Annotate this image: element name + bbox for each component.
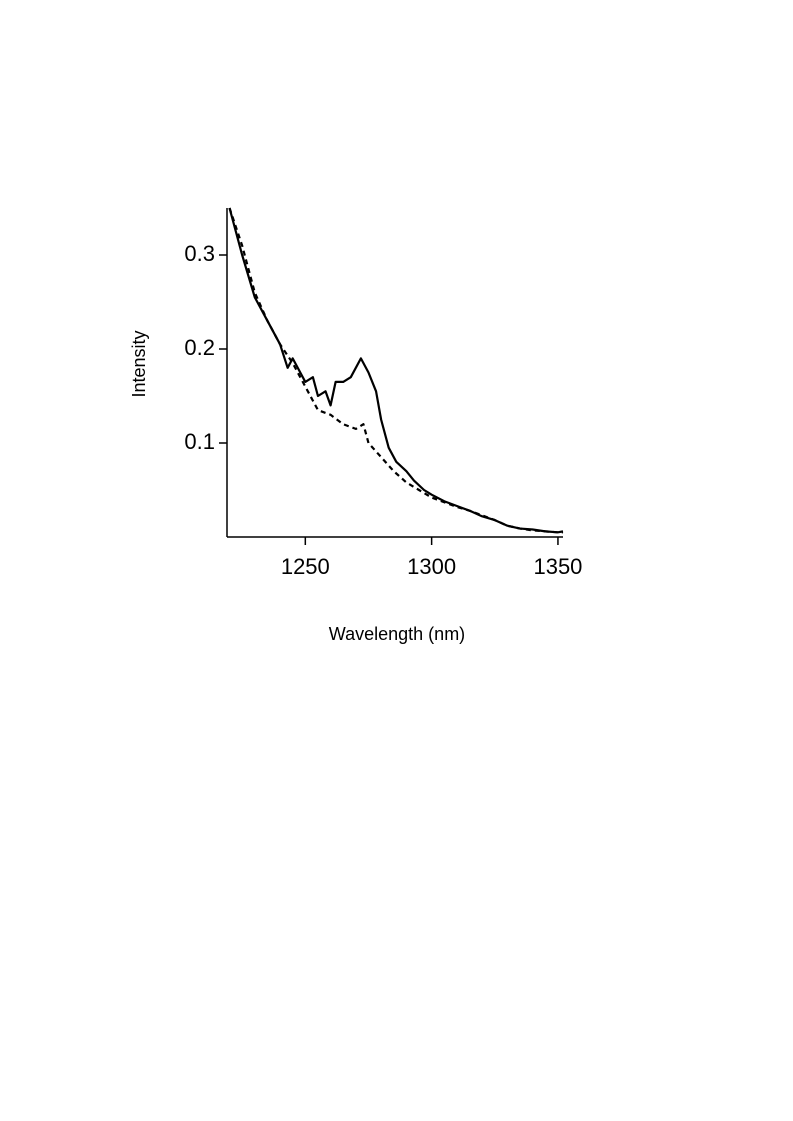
y-tick-label: 0.3 — [184, 241, 215, 266]
y-tick-label: 0.2 — [184, 335, 215, 360]
data-line — [228, 207, 564, 534]
x-tick-label: 1300 — [407, 554, 456, 579]
data-line — [228, 207, 563, 534]
x-axis-label: Wavelength (nm) — [329, 624, 465, 644]
y-tick-label: 0.1 — [184, 429, 215, 454]
x-tick-label: 1350 — [533, 554, 582, 579]
y-axis-label: Intensity — [129, 330, 149, 397]
x-tick-label: 1250 — [281, 554, 330, 579]
